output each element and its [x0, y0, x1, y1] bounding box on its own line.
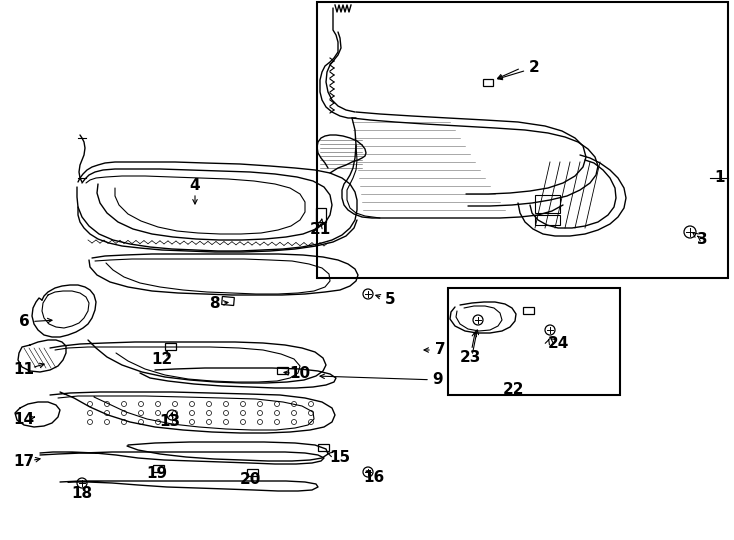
Text: 8: 8: [208, 296, 219, 312]
Text: 21: 21: [309, 222, 330, 238]
Text: 5: 5: [385, 293, 396, 307]
Text: 9: 9: [432, 373, 443, 388]
Bar: [483, 78, 493, 85]
Text: 13: 13: [159, 415, 181, 429]
Bar: [277, 367, 288, 374]
Text: 20: 20: [239, 471, 261, 487]
Bar: [448, 288, 620, 395]
Bar: [523, 307, 534, 314]
Bar: [318, 443, 329, 450]
Text: 17: 17: [13, 455, 34, 469]
Text: 6: 6: [18, 314, 29, 329]
Bar: [164, 342, 175, 349]
Bar: [535, 195, 560, 213]
Bar: [535, 215, 560, 225]
Bar: [316, 208, 326, 222]
Text: 14: 14: [13, 413, 34, 428]
Text: 11: 11: [13, 362, 34, 377]
Bar: [247, 469, 258, 476]
Bar: [153, 464, 164, 471]
Text: 10: 10: [289, 367, 310, 381]
Bar: [222, 296, 234, 306]
Text: 7: 7: [435, 342, 446, 357]
Text: 1: 1: [715, 171, 725, 186]
Bar: [317, 2, 728, 278]
Text: 15: 15: [330, 449, 351, 464]
Text: 23: 23: [459, 350, 481, 366]
Text: 4: 4: [189, 178, 200, 192]
Text: 2: 2: [528, 60, 539, 76]
Text: 19: 19: [147, 467, 167, 482]
Text: 3: 3: [697, 233, 708, 247]
Text: 24: 24: [548, 336, 569, 352]
Text: 16: 16: [363, 469, 385, 484]
Text: 22: 22: [504, 382, 525, 397]
Text: 12: 12: [151, 353, 172, 368]
Text: 18: 18: [71, 487, 92, 502]
